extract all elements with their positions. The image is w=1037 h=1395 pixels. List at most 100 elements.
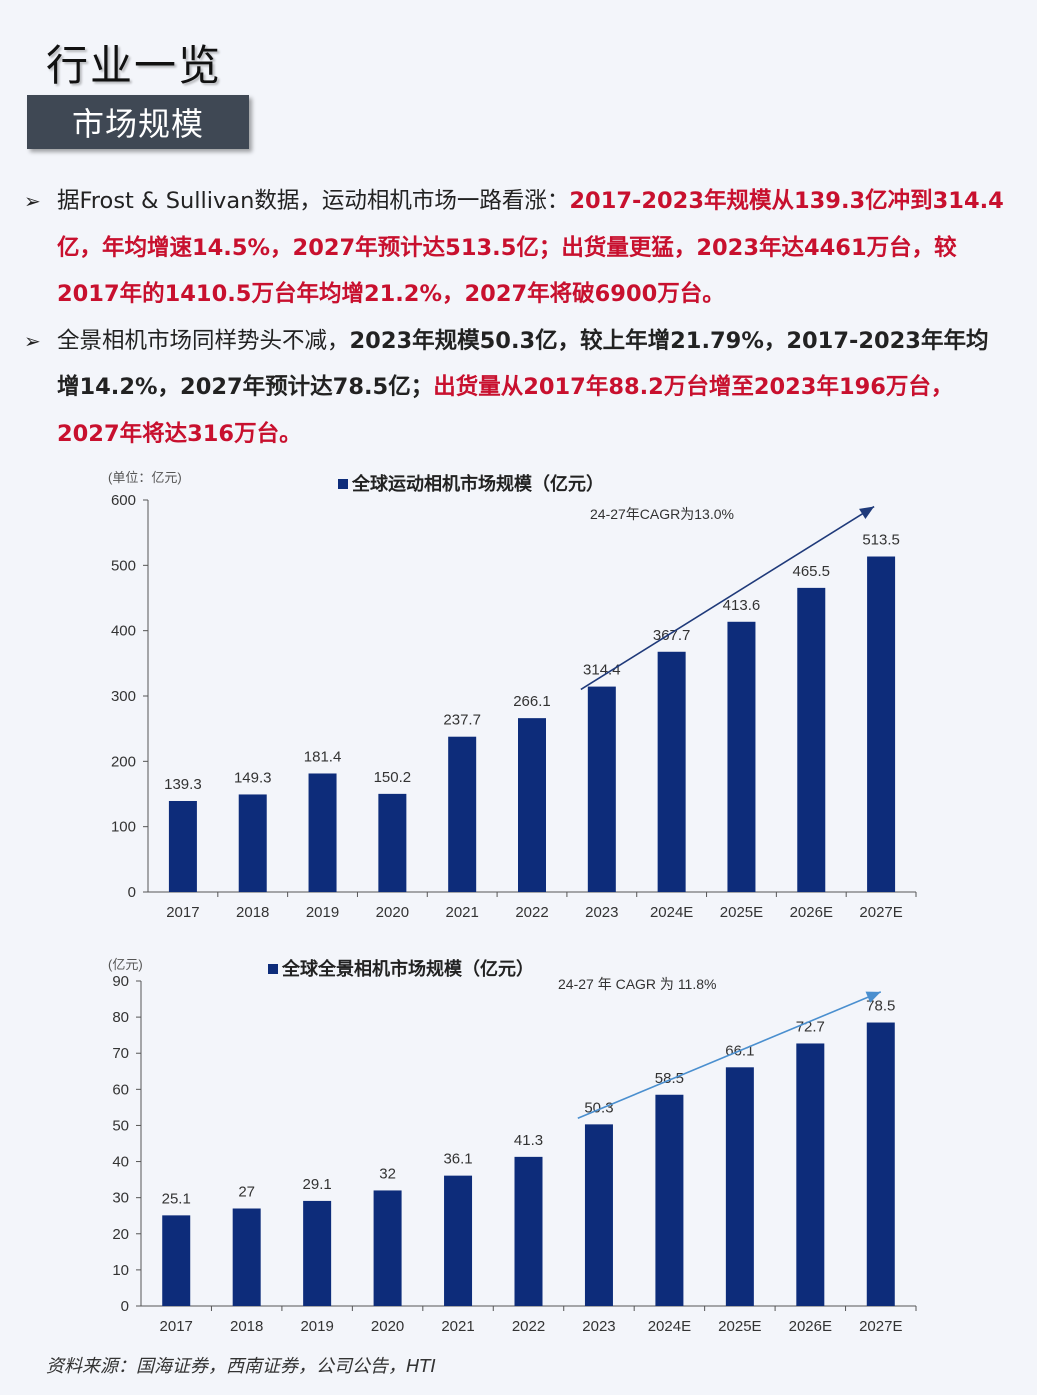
bar — [373, 1190, 402, 1306]
x-tick-label: 2026E — [790, 904, 833, 921]
bullet-2-highlight: 出货量从2017年88.2万台增至2023年196万台，2027年将达316万台… — [57, 374, 954, 447]
x-tick-label: 2020 — [376, 904, 409, 921]
bar — [518, 718, 546, 892]
bar — [238, 794, 267, 892]
legend-swatch — [268, 964, 278, 974]
cagr-annotation: 24-27年CAGR为13.0% — [590, 506, 734, 522]
bar — [587, 686, 616, 892]
bar — [866, 1022, 895, 1306]
bar — [308, 773, 337, 892]
y-tick-label: 80 — [112, 1009, 129, 1026]
page-title: 行业一览 — [46, 41, 223, 90]
data-label: 25.1 — [162, 1190, 191, 1207]
bar — [514, 1156, 543, 1306]
y-tick-label: 500 — [111, 557, 136, 574]
bar — [867, 556, 896, 892]
data-label: 413.6 — [723, 597, 761, 614]
data-label: 139.3 — [164, 776, 202, 793]
x-tick-label: 2018 — [236, 904, 269, 921]
trend-arrow — [577, 991, 882, 1119]
y-tick-label: 40 — [112, 1154, 129, 1171]
x-tick-label: 2022 — [512, 1318, 545, 1335]
y-tick-label: 50 — [112, 1117, 129, 1134]
data-label: 314.4 — [583, 662, 621, 679]
trend-arrowhead-icon — [865, 991, 881, 1003]
data-label: 36.1 — [443, 1151, 472, 1168]
y-tick-label: 300 — [111, 688, 136, 705]
x-tick-label: 2024E — [650, 904, 693, 921]
unit-label: (亿元) — [108, 957, 143, 972]
x-tick-label: 2023 — [582, 1318, 615, 1335]
x-tick-label: 2019 — [306, 904, 339, 921]
x-tick-label: 2027E — [859, 904, 902, 921]
x-tick-label: 2019 — [300, 1318, 333, 1335]
y-tick-label: 10 — [112, 1262, 129, 1279]
data-label: 72.7 — [796, 1018, 825, 1035]
panoramic-camera-market-chart: (亿元) 全球全景相机市场规模（亿元） 0 10 20 30 40 50 60 70 80 90 25.… — [108, 957, 917, 1335]
data-label: 29.1 — [303, 1176, 332, 1193]
bar — [444, 1175, 473, 1306]
legend-swatch — [338, 479, 348, 489]
x-tick-label: 2017 — [160, 1318, 193, 1335]
bullet-list: ➢ 据Frost & Sullivan数据，运动相机市场一路看涨：2017-20… — [24, 178, 1004, 457]
data-label: 150.2 — [374, 769, 412, 786]
x-tick-label: 2021 — [441, 1318, 474, 1335]
bar — [162, 1215, 191, 1306]
y-tick-label: 20 — [112, 1226, 129, 1243]
bar — [657, 651, 686, 892]
data-label: 149.3 — [234, 769, 272, 786]
data-label: 237.7 — [443, 712, 481, 729]
bar — [168, 800, 197, 892]
section-tag: 市场规模 — [27, 95, 249, 149]
x-tick-label: 2023 — [585, 904, 618, 921]
data-label: 41.3 — [514, 1132, 543, 1149]
x-tick-label: 2024E — [648, 1318, 691, 1335]
x-tick-label: 2026E — [789, 1318, 832, 1335]
x-tick-label: 2025E — [718, 1318, 761, 1335]
bar — [448, 736, 477, 892]
x-tick-label: 2025E — [720, 904, 763, 921]
data-label: 181.4 — [304, 748, 342, 765]
bullet-2-bold: 2023年规模50.3亿，较上年增21.79%，2017-2023年年均增14.… — [57, 327, 989, 401]
data-label: 266.1 — [513, 693, 551, 710]
chart-title: 全球全景相机市场规模（亿元） — [281, 958, 534, 979]
y-tick-label: 70 — [112, 1045, 129, 1062]
y-tick-label: 400 — [111, 623, 136, 640]
bar — [725, 1067, 754, 1306]
bar — [378, 793, 407, 892]
bullet-item-2: ➢ 全景相机市场同样势头不减，2023年规模50.3亿，较上年增21.79%，2… — [24, 318, 1004, 458]
trend-arrowhead-icon — [859, 506, 875, 520]
x-tick-label: 2027E — [859, 1318, 902, 1335]
bullet-1-highlight: 2017-2023年规模从139.3亿冲到314.4亿，年均增速14.5%，20… — [57, 188, 1004, 307]
y-tick-label: 0 — [128, 884, 136, 901]
y-tick-label: 0 — [121, 1298, 129, 1315]
data-label: 27 — [238, 1184, 255, 1201]
data-label: 32 — [379, 1165, 396, 1182]
y-tick-label: 30 — [112, 1190, 129, 1207]
sports-camera-market-chart: (单位：亿元) 全球运动相机市场规模（亿元） 0 100 200 300 400 500 600… — [108, 470, 917, 921]
x-tick-label: 2018 — [230, 1318, 263, 1335]
arrow-bullet-icon: ➢ — [24, 189, 41, 213]
data-label: 78.5 — [866, 998, 895, 1015]
bar — [727, 621, 756, 892]
source-note: 资料来源：国海证券，西南证券，公司公告，HTI — [46, 1356, 436, 1377]
trend-arrow — [580, 505, 875, 691]
bar — [584, 1124, 613, 1306]
y-tick-label: 60 — [112, 1081, 129, 1098]
bullet-item-1: ➢ 据Frost & Sullivan数据，运动相机市场一路看涨：2017-20… — [24, 178, 1004, 318]
unit-label: (单位：亿元) — [108, 470, 182, 485]
bullet-2-intro: 全景相机市场同样势头不减， — [57, 327, 350, 354]
bar — [303, 1200, 332, 1306]
x-tick-label: 2022 — [515, 904, 548, 921]
y-tick-label: 100 — [111, 819, 136, 836]
cagr-annotation: 24-27 年 CAGR 为 11.8% — [558, 976, 716, 992]
bar — [232, 1208, 261, 1306]
y-tick-label: 200 — [111, 753, 136, 770]
bar — [655, 1094, 684, 1306]
data-label: 513.5 — [862, 532, 900, 549]
x-tick-label: 2017 — [166, 904, 199, 921]
arrow-bullet-icon: ➢ — [24, 328, 41, 353]
x-tick-label: 2021 — [445, 904, 478, 921]
bullet-1-intro: 据Frost & Sullivan数据，运动相机市场一路看涨： — [57, 188, 570, 214]
y-tick-label: 600 — [111, 492, 136, 509]
